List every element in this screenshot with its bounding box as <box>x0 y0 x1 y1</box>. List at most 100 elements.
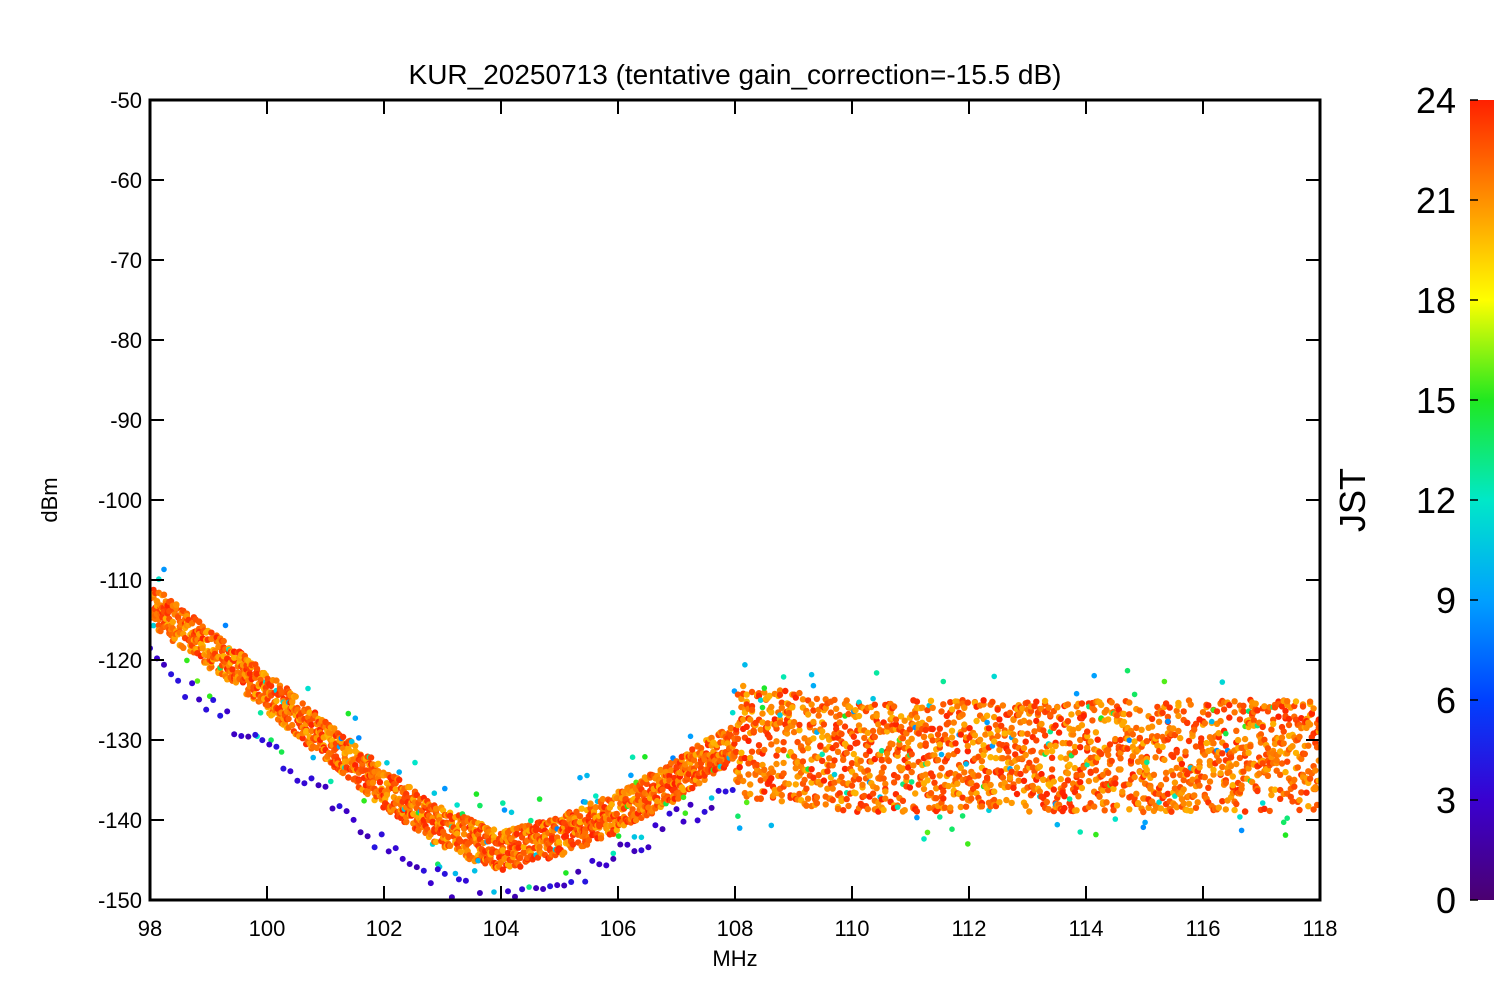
noise-point <box>432 838 440 846</box>
noise-point <box>940 788 947 795</box>
noise-point <box>1209 718 1215 725</box>
y-tick-label: -90 <box>110 408 142 433</box>
noise-point <box>1029 747 1037 754</box>
noise-point <box>1105 769 1112 776</box>
noise-point <box>735 813 741 819</box>
noise-point <box>631 834 638 840</box>
colorbar-tick-label: 15 <box>1416 380 1456 421</box>
noise-point <box>789 704 796 711</box>
noise-point <box>1306 721 1314 728</box>
noise-point <box>852 707 859 714</box>
noise-point <box>246 670 254 677</box>
noise-point <box>1264 772 1272 779</box>
noise-point <box>961 704 968 711</box>
noise-point <box>964 699 971 706</box>
x-tick-label: 110 <box>834 916 869 941</box>
noise-point <box>1041 697 1049 705</box>
noise-point <box>1217 717 1224 725</box>
noise-point <box>759 704 766 711</box>
noise-point <box>169 618 176 626</box>
noise-point <box>847 744 854 751</box>
noise-point <box>894 774 901 781</box>
noise-point <box>199 645 206 652</box>
noise-point <box>1092 767 1100 774</box>
noise-point <box>555 838 563 846</box>
noise-point <box>773 752 780 759</box>
noise-point <box>950 719 957 726</box>
noise-point <box>819 757 826 765</box>
noise-point <box>980 697 987 704</box>
noise-point <box>913 714 921 721</box>
noise-point <box>1219 763 1226 771</box>
low-point <box>217 712 224 719</box>
noise-point <box>920 785 928 793</box>
noise-point <box>157 627 164 635</box>
noise-point <box>1064 770 1072 777</box>
noise-point <box>1080 712 1087 720</box>
noise-point <box>253 670 261 678</box>
x-tick-label: 112 <box>951 916 986 941</box>
noise-point <box>1138 726 1145 733</box>
noise-point <box>500 800 506 806</box>
noise-point <box>264 675 271 682</box>
low-point <box>484 902 490 908</box>
noise-point <box>273 697 280 705</box>
noise-point <box>310 754 317 761</box>
noise-point <box>245 691 252 698</box>
noise-point <box>924 760 931 767</box>
noise-point <box>984 719 990 726</box>
noise-point <box>593 793 599 799</box>
noise-point <box>750 727 757 734</box>
low-point <box>259 737 266 744</box>
noise-point <box>748 748 756 755</box>
noise-point <box>194 678 201 684</box>
noise-point <box>929 773 936 780</box>
noise-point <box>866 772 873 779</box>
noise-point <box>973 782 980 789</box>
noise-point <box>264 702 271 709</box>
noise-point <box>582 799 588 805</box>
noise-point <box>1119 788 1126 795</box>
noise-point <box>1136 707 1144 714</box>
low-point <box>392 845 399 852</box>
x-tick-label: 108 <box>717 916 754 941</box>
noise-point <box>1120 718 1128 726</box>
noise-point <box>587 800 594 807</box>
noise-point <box>1061 804 1068 812</box>
y-tick-label: -110 <box>100 568 142 593</box>
noise-point <box>501 807 508 813</box>
noise-point <box>308 727 315 735</box>
noise-point <box>890 703 898 710</box>
noise-point <box>1078 771 1086 779</box>
noise-point <box>613 810 620 818</box>
noise-point <box>383 791 391 799</box>
noise-point <box>367 754 375 761</box>
noise-point <box>864 805 871 813</box>
noise-point <box>345 710 352 717</box>
noise-point <box>442 785 448 792</box>
noise-point <box>1299 703 1307 710</box>
x-tick-label: 106 <box>600 916 637 941</box>
noise-point <box>1289 743 1296 750</box>
x-tick-label: 116 <box>1185 916 1220 941</box>
low-point <box>575 868 582 875</box>
low-point <box>666 810 673 817</box>
noise-point <box>1233 800 1240 808</box>
noise-point <box>914 814 920 821</box>
noise-point <box>1040 776 1047 783</box>
noise-point <box>1066 761 1073 768</box>
noise-point <box>854 739 861 746</box>
low-point <box>554 882 561 889</box>
noise-point <box>1165 718 1171 725</box>
noise-point <box>999 702 1007 709</box>
noise-point <box>908 735 915 742</box>
noise-point <box>922 726 929 734</box>
low-point <box>540 886 547 892</box>
noise-point <box>1173 749 1180 756</box>
noise-point <box>987 781 994 789</box>
noise-point <box>778 791 785 799</box>
noise-point <box>817 742 824 749</box>
noise-point <box>1157 781 1165 789</box>
noise-point <box>840 807 847 814</box>
noise-point <box>406 783 413 791</box>
